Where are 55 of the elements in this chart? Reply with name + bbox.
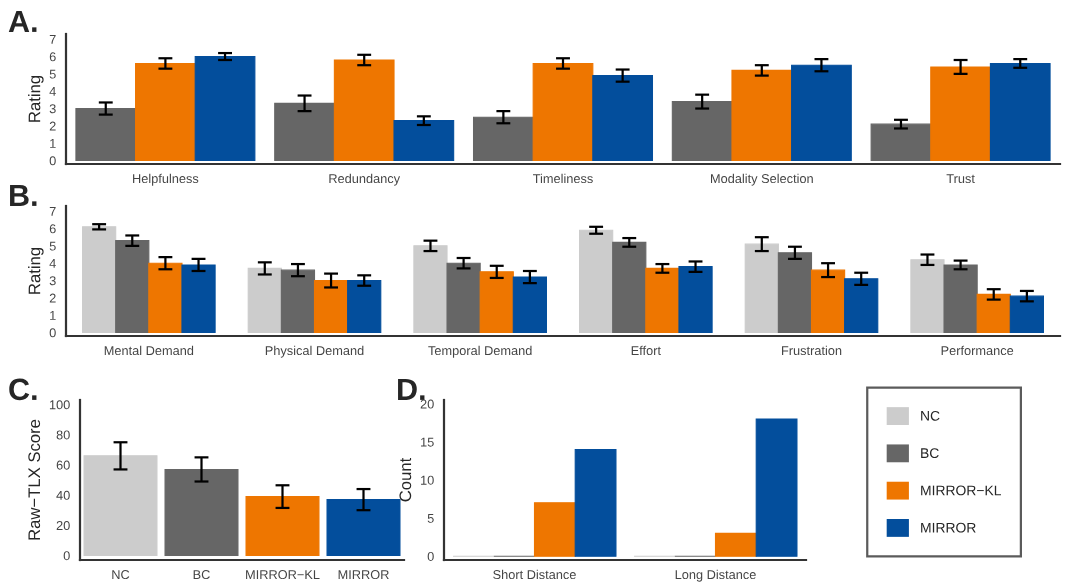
y-axis-title: Rating [28,75,44,122]
bar [910,259,945,334]
bar [164,468,239,557]
bar [870,123,932,162]
bar [989,62,1051,162]
bar [943,264,978,334]
bar [472,116,534,162]
bar [755,418,798,557]
bar [612,241,647,334]
bar [678,266,713,334]
bar [777,252,813,334]
bar [930,66,991,162]
bar [810,269,846,334]
bar [75,107,137,162]
bar [844,278,879,334]
bar [532,62,594,162]
bar [82,226,117,334]
bar [512,276,547,334]
bar [247,267,282,334]
bar [574,448,617,557]
y-axis-title: Rating [28,247,44,294]
bar [671,101,733,162]
chart-title: C. [9,378,37,401]
bar [446,262,481,334]
bar [313,279,349,334]
bar [347,279,382,334]
bar [83,455,158,557]
bar [393,120,455,162]
chart-title: B. [10,184,37,206]
bar [274,102,335,162]
bar [413,245,448,334]
bar [714,532,757,557]
bar [181,264,216,334]
bar [148,262,183,334]
bar [245,496,320,557]
bar [194,55,256,162]
chart-title: D. [398,378,425,400]
bar [579,229,614,334]
bar [533,502,576,557]
bar [115,240,150,334]
bar [479,271,514,334]
bar [280,269,316,334]
bar [592,75,654,162]
chart-title: A. [8,10,37,32]
bar [731,69,793,162]
bar [791,64,852,162]
bar [135,62,196,162]
y-axis-title: Raw−TLX Score [28,419,41,540]
bar [976,293,1011,334]
bar [744,243,779,334]
bar [326,499,401,557]
bar [333,59,395,162]
bar [1009,295,1044,334]
bar [645,267,680,334]
y-axis-title: Count [399,457,412,502]
